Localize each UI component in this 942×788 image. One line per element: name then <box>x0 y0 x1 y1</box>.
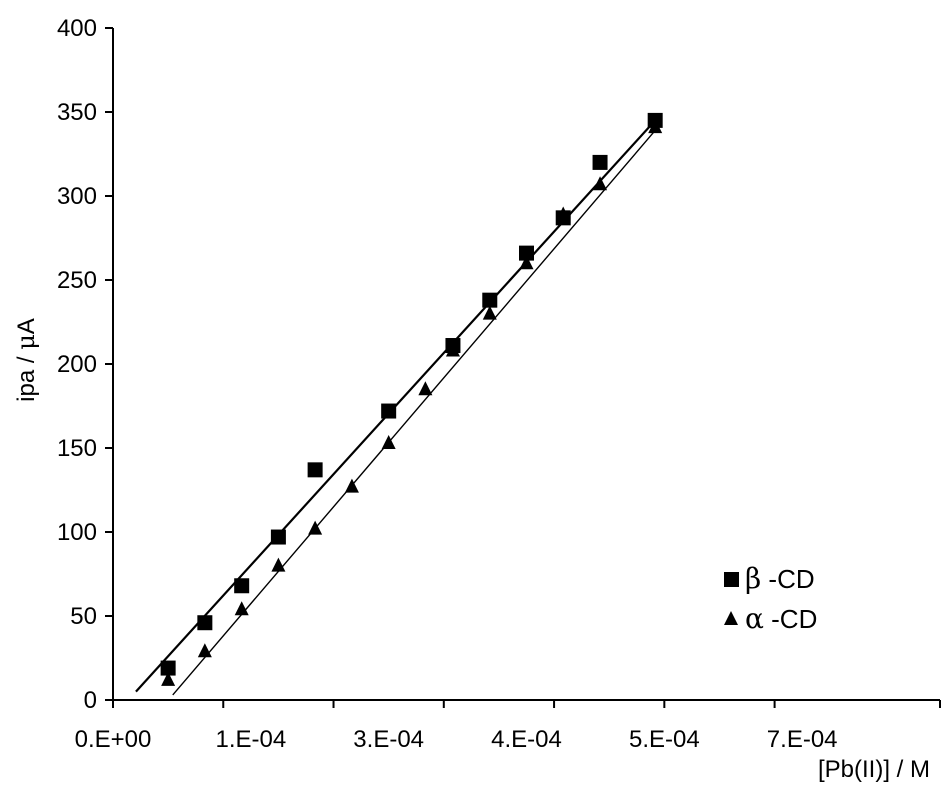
y-tick-label: 200 <box>57 351 97 378</box>
legend-label-alpha-cd: α -CD <box>745 602 817 635</box>
fit-line-triangle <box>172 130 656 696</box>
y-tick-label: 100 <box>57 519 97 546</box>
legend-label-beta-suffix: -CD <box>761 564 814 594</box>
data-point-square <box>234 578 250 594</box>
x-tick-label: 4.E-04 <box>491 726 562 753</box>
data-point-square <box>519 245 534 261</box>
x-tick-label: 7.E-04 <box>767 726 838 753</box>
x-tick-label: 0.E+00 <box>75 726 152 753</box>
y-tick-label: 50 <box>70 603 97 630</box>
tick-labels: 0 50 100 150 200 250 300 350 400 0.E+00 1.E-04 3.E-… <box>57 15 838 753</box>
data-point-square <box>482 292 498 308</box>
legend-marker-triangle <box>724 611 738 625</box>
y-tick-label: 250 <box>57 267 97 294</box>
data-point-triangle <box>445 342 460 357</box>
data-point-square <box>381 403 397 419</box>
data-point-triangle <box>519 255 534 270</box>
y-axis-title-greek: μ <box>12 334 40 350</box>
y-tick-label: 350 <box>57 99 97 126</box>
y-tick-label: 400 <box>57 15 97 42</box>
y-axis-title-prefix: ipa / <box>13 350 40 402</box>
data-point-square <box>197 615 213 631</box>
data-point-triangle <box>344 478 359 493</box>
data-point-square <box>270 529 286 545</box>
data-point-square <box>160 660 176 676</box>
data-point-triangle <box>197 643 212 658</box>
y-tick-label: 0 <box>84 687 97 714</box>
data-point-triangle <box>418 381 433 396</box>
data-point-triangle <box>271 557 286 572</box>
legend-marker-square <box>724 572 739 587</box>
y-tick-label: 300 <box>57 183 97 210</box>
data-point-triangle <box>161 671 176 686</box>
data-point-square <box>307 462 323 478</box>
data-point-triangle <box>381 434 396 449</box>
data-point-square <box>592 154 608 170</box>
x-axis-title: [Pb(II)] / M <box>818 756 930 783</box>
data-point-triangle <box>308 520 323 535</box>
data-point-triangle <box>648 119 663 134</box>
data-point-triangle <box>234 601 249 616</box>
x-tick-label: 3.E-04 <box>353 726 424 753</box>
legend-label-alpha-greek: α <box>745 602 764 635</box>
axes <box>105 27 941 708</box>
legend-label-beta-cd: β -CD <box>745 562 815 595</box>
x-tick-label: 5.E-04 <box>629 726 700 753</box>
legend-label-beta-greek: β <box>745 562 761 595</box>
y-axis-title-suffix: A <box>13 318 40 334</box>
legend-label-alpha-suffix: -CD <box>764 604 817 634</box>
data-markers <box>160 112 663 686</box>
y-axis-title: ipa / μA <box>12 318 40 402</box>
data-point-triangle <box>593 176 608 191</box>
data-point-triangle <box>482 305 497 320</box>
data-point-triangle <box>556 206 571 221</box>
legend: β -CD α -CD <box>724 562 817 635</box>
x-tick-label: 1.E-04 <box>215 726 286 753</box>
y-tick-label: 150 <box>57 435 97 462</box>
